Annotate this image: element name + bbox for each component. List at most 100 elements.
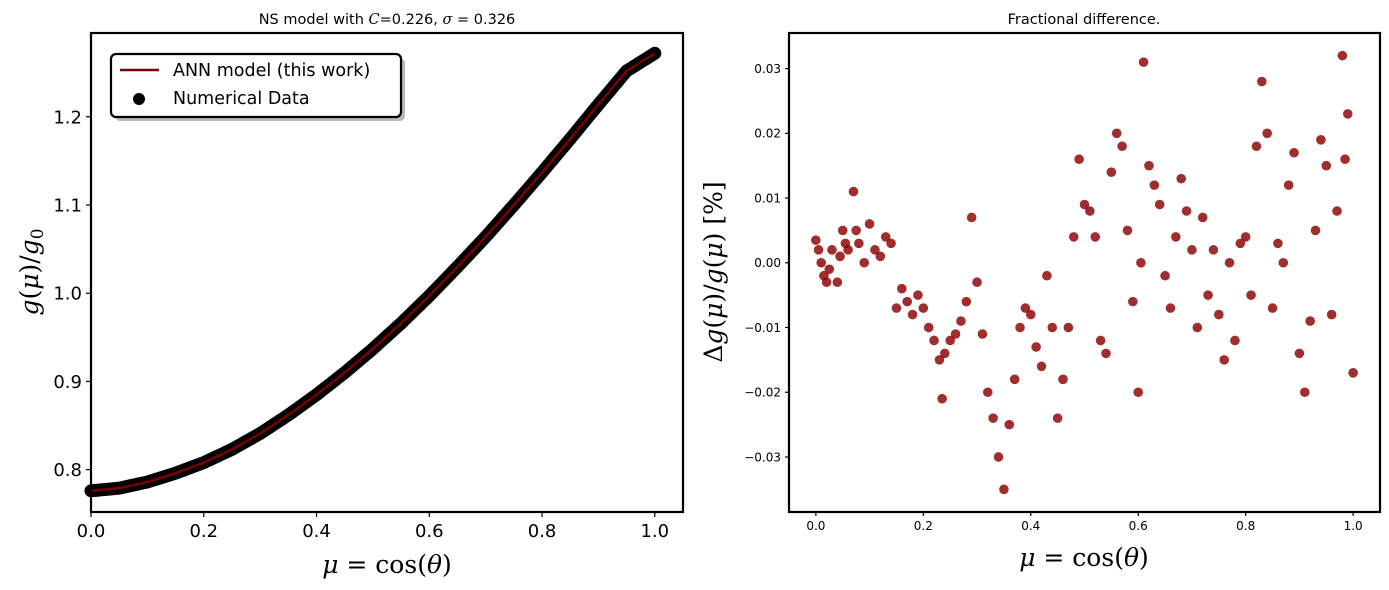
right-chart-title: Fractional difference. bbox=[1008, 12, 1161, 28]
fractional-difference-point bbox=[1230, 335, 1240, 346]
fractional-difference-point bbox=[1283, 180, 1294, 190]
fractional-difference-point bbox=[1273, 238, 1283, 249]
fractional-difference-point bbox=[999, 484, 1009, 495]
fractional-difference-point bbox=[1106, 167, 1117, 177]
right-y-tick-label: −0.02 bbox=[744, 386, 781, 400]
fractional-difference-point bbox=[864, 219, 875, 229]
fractional-difference-point bbox=[1133, 387, 1144, 398]
fractional-difference-point bbox=[1321, 160, 1332, 171]
fractional-difference-point bbox=[1042, 270, 1052, 281]
fractional-difference-point bbox=[1117, 141, 1127, 152]
fractional-difference-point bbox=[848, 186, 859, 197]
fractional-difference-point bbox=[1192, 322, 1203, 333]
fractional-difference-point bbox=[1149, 180, 1160, 190]
fractional-difference-point bbox=[1138, 57, 1149, 67]
fractional-difference-point bbox=[907, 309, 918, 320]
fractional-difference-point bbox=[1063, 322, 1074, 333]
left-x-tick-label: 0.4 bbox=[302, 521, 331, 542]
left-y-axis-label: g(μ)/g0 bbox=[15, 228, 48, 315]
left-y-ticks: 0.8 0.9 1.0 1.1 1.2 bbox=[53, 107, 91, 481]
fractional-difference-point bbox=[993, 452, 1004, 462]
fractional-difference-point bbox=[1165, 303, 1176, 313]
fractional-difference-point bbox=[923, 322, 934, 333]
fractional-difference-point bbox=[1251, 141, 1262, 152]
fractional-difference-point bbox=[1214, 309, 1224, 320]
fractional-difference-point bbox=[1095, 335, 1106, 346]
right-plot-marks bbox=[811, 50, 1358, 495]
right-x-ticks: 0.0 0.2 0.4 0.6 0.8 1.0 bbox=[806, 512, 1363, 533]
fractional-difference-point bbox=[937, 393, 947, 404]
right-x-tick-label: 0.0 bbox=[806, 519, 825, 533]
left-x-tick-label: 0.0 bbox=[77, 521, 106, 542]
left-chart-title: NS model with C=0.226, σ = 0.326 bbox=[259, 12, 516, 28]
fractional-difference-point bbox=[1176, 173, 1187, 184]
fractional-difference-point bbox=[940, 348, 950, 359]
fractional-difference-point bbox=[832, 277, 843, 288]
fractional-difference-point bbox=[1299, 387, 1310, 398]
left-y-tick-label: 1.1 bbox=[53, 195, 82, 216]
fractional-difference-point bbox=[1020, 303, 1031, 313]
fractional-difference-point bbox=[982, 387, 993, 398]
fractional-difference-point bbox=[821, 277, 832, 288]
left-x-axis-label: μ = cos(θ) bbox=[322, 550, 452, 579]
fractional-difference-point bbox=[1305, 316, 1315, 326]
ann-model-line bbox=[90, 52, 656, 493]
fractional-difference-point bbox=[929, 335, 939, 346]
fractional-difference-point bbox=[1316, 135, 1326, 145]
fractional-difference-point bbox=[843, 245, 853, 255]
fractional-difference-point bbox=[1004, 419, 1015, 430]
fractional-difference-point bbox=[1342, 109, 1353, 119]
fractional-difference-point bbox=[854, 238, 864, 249]
fractional-difference-point bbox=[897, 283, 907, 294]
right-chart: Fractional difference. −0.03 −0.02 −0.01 0.… bbox=[699, 12, 1382, 572]
fractional-difference-point bbox=[1101, 348, 1111, 359]
left-chart: NS model with C=0.226, σ = 0.326 0.8 0.9 1… bbox=[15, 12, 685, 579]
fractional-difference-point bbox=[977, 329, 988, 339]
fractional-difference-point bbox=[1047, 322, 1058, 333]
fractional-difference-point bbox=[837, 225, 848, 236]
fractional-difference-point bbox=[1262, 128, 1272, 139]
fractional-difference-point bbox=[1171, 232, 1181, 242]
left-axes-frame bbox=[89, 31, 685, 514]
fractional-difference-point bbox=[1015, 322, 1025, 333]
right-y-ticks: −0.03 −0.02 −0.01 0.00 0.01 0.02 0.03 bbox=[744, 62, 789, 464]
left-legend: ANN model (this work) Numerical Data bbox=[109, 52, 405, 121]
fractional-difference-point bbox=[902, 296, 912, 307]
fractional-difference-point bbox=[966, 212, 977, 223]
fractional-difference-point bbox=[875, 251, 886, 262]
fractional-difference-point bbox=[811, 235, 821, 245]
fractional-difference-point bbox=[859, 257, 870, 268]
fractional-difference-point bbox=[988, 413, 998, 423]
right-x-tick-label: 0.8 bbox=[1236, 519, 1255, 533]
fractional-difference-point bbox=[913, 290, 923, 300]
fractional-difference-point bbox=[1036, 361, 1047, 372]
legend-box bbox=[109, 52, 403, 119]
fractional-difference-point bbox=[1128, 296, 1138, 307]
fractional-difference-point bbox=[1154, 199, 1165, 210]
right-x-tick-label: 1.0 bbox=[1344, 519, 1363, 533]
fractional-difference-point bbox=[1294, 348, 1305, 359]
fractional-difference-point bbox=[1079, 199, 1090, 210]
fractional-difference-point bbox=[1278, 257, 1289, 268]
right-y-tick-label: 0.03 bbox=[754, 62, 781, 76]
fractional-difference-point bbox=[1068, 232, 1079, 242]
fractional-difference-point bbox=[1052, 413, 1063, 423]
fractional-difference-point bbox=[1337, 50, 1348, 61]
left-x-ticks: 0.0 0.2 0.4 0.6 0.8 1.0 bbox=[77, 512, 669, 542]
fractional-difference-point bbox=[950, 329, 961, 339]
right-y-tick-label: 0.02 bbox=[754, 127, 781, 141]
fractional-difference-point bbox=[1326, 309, 1337, 320]
fractional-difference-point bbox=[1160, 270, 1170, 281]
fractional-difference-point bbox=[1187, 245, 1197, 255]
fractional-difference-point bbox=[1246, 290, 1256, 300]
fractional-difference-point bbox=[1144, 160, 1154, 171]
fractional-difference-point bbox=[1025, 309, 1036, 320]
numerical-data-point bbox=[648, 46, 662, 60]
fractional-difference-point bbox=[1181, 206, 1192, 216]
fractional-difference-point bbox=[1340, 154, 1350, 165]
fractional-difference-point bbox=[1310, 225, 1321, 236]
left-x-tick-label: 0.8 bbox=[528, 521, 557, 542]
fractional-difference-point bbox=[880, 232, 891, 242]
fractional-difference-point bbox=[1197, 212, 1208, 223]
right-x-tick-label: 0.4 bbox=[1021, 519, 1040, 533]
